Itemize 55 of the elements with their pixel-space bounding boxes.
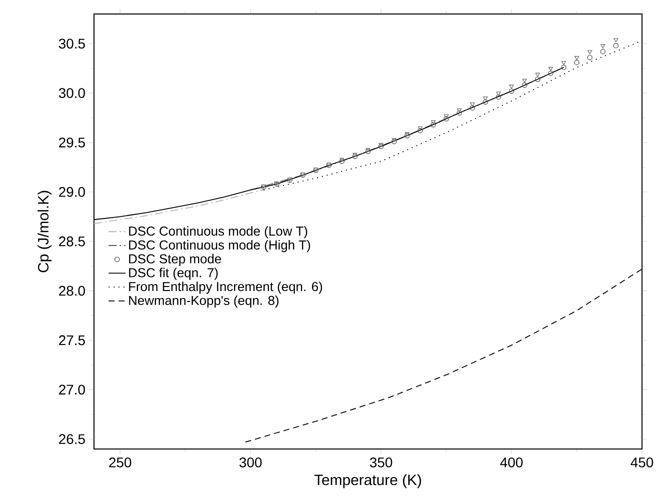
point	[456, 110, 462, 116]
legend-label: From Enthalpy Increment (eqn. 6)	[129, 282, 322, 294]
y-tick-label: 30.5	[58, 38, 85, 49]
point	[522, 78, 527, 83]
point	[430, 122, 436, 128]
legend-label: DSC Continuous mode (High T)	[129, 240, 310, 252]
point	[614, 38, 618, 42]
legend-label: Newmann-Kopp's (eqn. 8)	[129, 296, 278, 308]
point	[444, 116, 449, 122]
point	[600, 44, 606, 48]
point	[418, 126, 423, 130]
point	[430, 120, 436, 124]
point	[457, 108, 462, 113]
x-tick-label: 250	[109, 457, 132, 468]
point	[548, 66, 554, 72]
point	[496, 94, 502, 100]
point	[444, 114, 449, 118]
legend-label: DSC Step mode	[129, 254, 222, 266]
x-tick-label: 400	[500, 457, 523, 468]
point	[508, 88, 514, 94]
y-tick-label: 29.5	[59, 138, 85, 148]
point	[548, 70, 554, 76]
point	[600, 48, 606, 54]
y-axis-title: Cp (J/mol.K)	[38, 190, 52, 272]
point	[470, 105, 476, 111]
point	[587, 50, 592, 54]
point	[587, 54, 592, 60]
x-tick-label: 450	[630, 457, 654, 468]
x-axis-title: Temperature (K)	[314, 474, 422, 488]
y-tick-label: 28.0	[59, 286, 85, 296]
point	[613, 42, 619, 48]
legend-label: DSC fit (eqn. 7)	[129, 268, 218, 280]
y-tick-label: 28.5	[59, 236, 85, 246]
point	[483, 96, 488, 101]
x-tick-label: 350	[370, 457, 392, 468]
point	[535, 72, 540, 77]
point	[522, 82, 528, 88]
point	[482, 99, 488, 105]
point	[470, 102, 475, 107]
legend-label: DSC Continuous mode (Low T)	[129, 226, 308, 238]
y-tick-label: 26.5	[59, 434, 85, 444]
point	[509, 84, 514, 89]
y-tick-label: 30.0	[58, 88, 85, 98]
point	[496, 92, 501, 96]
point	[574, 60, 580, 66]
point	[561, 60, 566, 66]
point	[534, 76, 540, 82]
point	[418, 128, 423, 134]
point	[561, 64, 566, 70]
y-tick-label: 29.0	[59, 187, 85, 197]
x-tick-label: 300	[239, 457, 262, 468]
line-series	[94, 190, 264, 224]
y-tick-label: 27.5	[59, 335, 85, 346]
y-tick-label: 27.0	[59, 384, 85, 395]
point	[574, 56, 580, 60]
